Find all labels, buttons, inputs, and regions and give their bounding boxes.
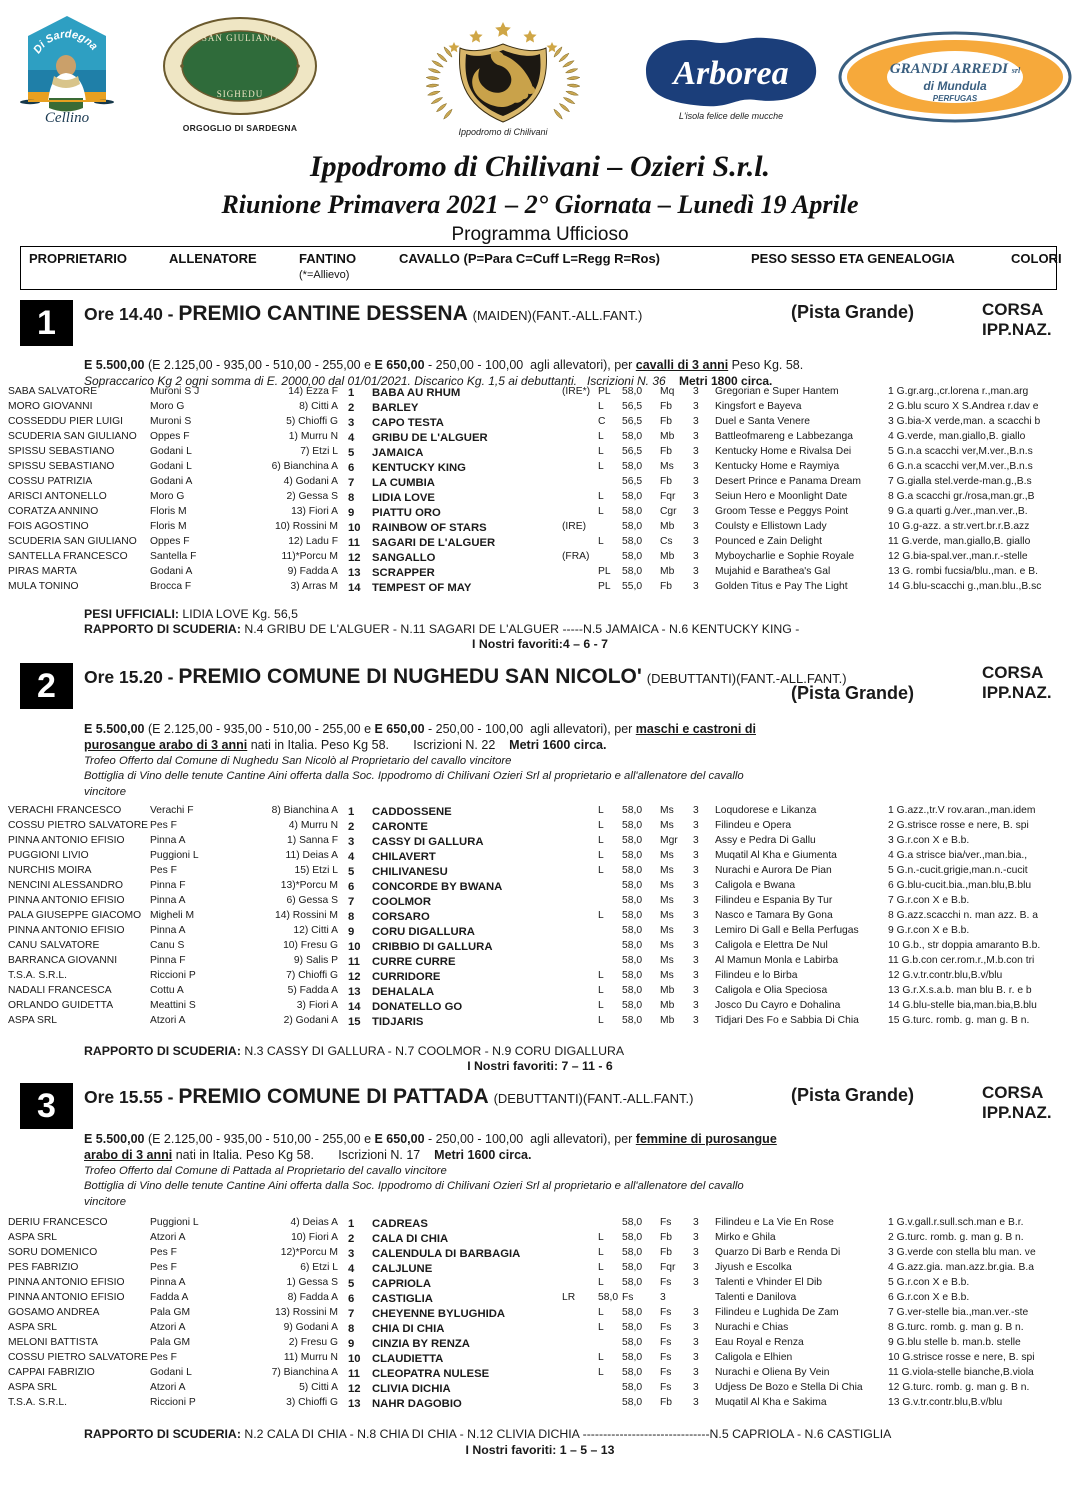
svg-text:SIGHEDU: SIGHEDU [217,89,264,99]
svg-text:GRANDI ARREDI srl: GRANDI ARREDI srl [890,61,1021,77]
svg-text:Cellino: Cellino [45,110,90,126]
svg-text:Arborea: Arborea [671,55,788,92]
svg-text:PERFUGAS: PERFUGAS [933,94,978,103]
svg-text:SAN GIULIANO: SAN GIULIANO [202,33,278,43]
svg-text:di Mundula: di Mundula [923,79,987,93]
